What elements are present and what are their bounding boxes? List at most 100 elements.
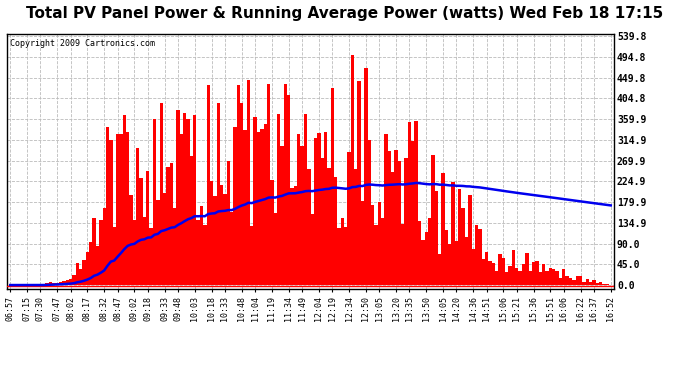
Bar [123,115,126,285]
Bar [388,151,391,285]
Bar [270,180,274,285]
Bar [152,119,156,285]
Bar [515,268,518,285]
Bar [465,237,469,285]
Bar [509,266,512,285]
Bar [224,194,226,285]
Bar [529,270,532,285]
Bar [559,278,562,285]
Bar [244,130,247,285]
Bar [52,283,55,285]
Bar [304,114,307,285]
Bar [237,86,240,285]
Bar [545,272,549,285]
Bar [444,230,448,285]
Bar [455,241,458,285]
Bar [126,132,129,285]
Bar [539,273,542,285]
Bar [579,276,582,285]
Bar [116,134,119,285]
Bar [492,262,495,285]
Bar [190,156,193,285]
Bar [502,258,505,285]
Bar [397,160,401,285]
Bar [300,146,304,285]
Bar [327,168,331,285]
Bar [475,225,478,285]
Bar [589,282,592,285]
Bar [106,127,109,285]
Bar [280,146,284,285]
Bar [260,129,264,285]
Bar [173,209,177,285]
Bar [294,186,297,285]
Bar [183,113,186,285]
Bar [226,161,230,285]
Bar [79,269,82,285]
Bar [203,225,206,285]
Bar [46,283,49,285]
Bar [471,249,475,285]
Bar [290,188,294,285]
Bar [371,206,374,285]
Bar [341,217,344,285]
Bar [334,177,337,285]
Bar [240,103,244,285]
Bar [361,201,364,285]
Bar [310,214,314,285]
Bar [535,261,539,285]
Bar [421,240,424,285]
Bar [331,88,334,285]
Bar [518,271,522,285]
Bar [62,281,66,285]
Bar [498,254,502,285]
Bar [525,253,529,285]
Bar [395,150,397,285]
Bar [442,173,444,285]
Bar [384,134,388,285]
Bar [368,140,371,285]
Bar [253,117,257,285]
Bar [321,159,324,285]
Bar [163,193,166,285]
Bar [532,262,535,285]
Bar [418,221,421,285]
Bar [66,279,69,285]
Bar [109,140,112,285]
Bar [469,195,471,285]
Bar [274,213,277,285]
Bar [284,84,287,285]
Bar [505,272,509,285]
Bar [217,103,220,285]
Bar [55,283,59,285]
Bar [602,284,606,285]
Bar [377,202,381,285]
Bar [451,182,455,285]
Bar [462,209,465,285]
Bar [424,232,428,285]
Bar [595,283,599,285]
Bar [129,195,132,285]
Bar [287,95,290,285]
Bar [354,169,357,285]
Bar [381,218,384,285]
Bar [582,282,586,285]
Bar [575,276,579,285]
Bar [317,132,321,285]
Bar [566,276,569,285]
Bar [391,172,395,285]
Bar [592,280,595,285]
Bar [136,148,139,285]
Bar [599,282,602,285]
Bar [103,208,106,285]
Bar [233,127,237,285]
Bar [257,132,260,285]
Bar [572,280,575,285]
Bar [485,252,489,285]
Bar [277,114,280,285]
Bar [112,227,116,285]
Bar [344,227,347,285]
Bar [119,134,123,285]
Bar [431,155,435,285]
Bar [220,185,224,285]
